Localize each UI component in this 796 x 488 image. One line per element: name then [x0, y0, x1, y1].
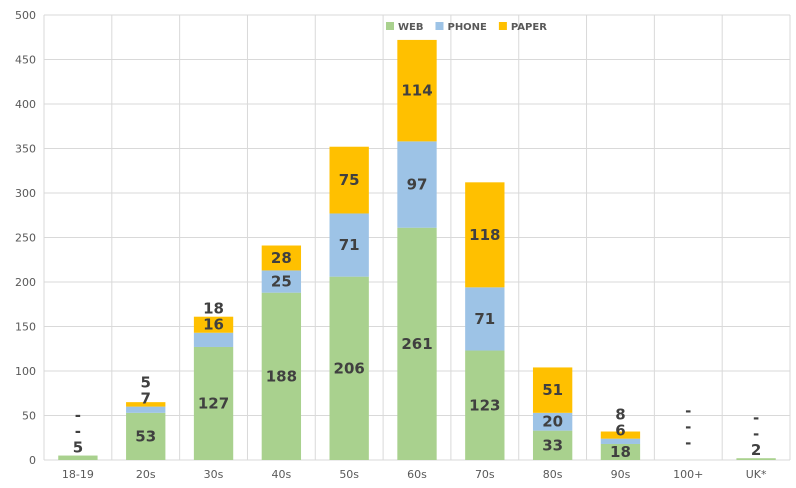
data-label-web-60s: 261: [401, 335, 432, 353]
data-label-phone-30s: 16: [203, 316, 224, 334]
legend-label-phone: PHONE: [447, 22, 487, 33]
bar-phone-70s: [465, 287, 505, 351]
data-label-phone-60s: 97: [407, 176, 428, 194]
bar-web-80s: [532, 430, 573, 460]
data-label-paper-20s: 5: [141, 374, 151, 392]
x-tick-label: 100+: [673, 468, 703, 481]
data-label-web-20s: 53: [135, 427, 156, 445]
data-label-paper-40s: 28: [271, 249, 292, 267]
data-label-paper-100+: -: [685, 402, 691, 420]
x-tick-label: 40s: [271, 468, 291, 481]
data-label-paper-90s: 8: [615, 406, 625, 424]
bar-paper-30s: [193, 316, 234, 333]
bar-web-20s: [126, 412, 166, 460]
data-label-phone-90s: 6: [615, 422, 625, 440]
legend-swatch-phone: [435, 22, 444, 30]
y-tick-label: 400: [15, 98, 36, 111]
x-tick-label: 60s: [407, 468, 427, 481]
bar-phone-60s: [397, 141, 437, 228]
bars: [58, 39, 776, 460]
bar-web-50s: [329, 276, 369, 460]
y-tick-label: 0: [29, 454, 36, 467]
data-label-web-50s: 206: [334, 359, 365, 377]
bar-phone-80s: [532, 412, 573, 431]
y-tick-label: 500: [15, 9, 36, 22]
y-tick-label: 350: [15, 143, 36, 156]
data-label-phone-50s: 71: [339, 236, 360, 254]
bar-paper-80s: [532, 367, 573, 413]
data-label-phone-UK*: -: [753, 425, 759, 443]
bar-paper-90s: [600, 431, 641, 439]
data-label-web-UK*: 2: [751, 441, 761, 459]
x-tick-label: 30s: [204, 468, 224, 481]
legend-swatch-web: [386, 22, 394, 30]
data-label-web-18-19: 5: [73, 439, 83, 457]
data-label-paper-70s: 118: [469, 226, 500, 244]
data-label-paper-80s: 51: [542, 381, 563, 399]
data-label-web-80s: 33: [542, 436, 563, 454]
data-label-web-40s: 188: [266, 367, 297, 385]
bar-phone-50s: [329, 213, 369, 277]
bar-phone-40s: [261, 270, 302, 293]
x-axis: 18-19 20s 30s 40s 50s 60s 70s 80s 90s 100+ UK*: [62, 468, 767, 481]
data-label-web-30s: 127: [198, 394, 229, 412]
data-label-paper-50s: 75: [339, 171, 360, 189]
bar-web-30s: [193, 346, 234, 460]
bar-paper-60s: [397, 39, 437, 142]
x-tick-label: 90s: [611, 468, 631, 481]
x-tick-label: 18-19: [62, 468, 94, 481]
y-axis: 0 50 100 150 200 250 300 350 400 450 500: [15, 9, 36, 467]
bar-web-40s: [261, 292, 302, 460]
x-tick-label: UK*: [746, 468, 767, 481]
y-tick-label: 150: [15, 321, 36, 334]
data-label-paper-30s: 18: [203, 300, 224, 318]
y-tick-label: 450: [15, 54, 36, 67]
y-tick-label: 200: [15, 276, 36, 289]
bar-web-UK*: [736, 458, 776, 460]
bar-paper-50s: [329, 146, 369, 214]
x-tick-label: 70s: [475, 468, 495, 481]
y-tick-label: 300: [15, 187, 36, 200]
data-label-phone-80s: 20: [542, 413, 563, 431]
bar-web-60s: [397, 227, 437, 460]
data-label-paper-60s: 114: [401, 82, 432, 100]
data-label-phone-100+: -: [685, 418, 691, 436]
x-tick-label: 50s: [339, 468, 359, 481]
legend-label-paper: PAPER: [511, 22, 547, 33]
bar-phone-20s: [126, 406, 166, 413]
x-tick-label: 80s: [543, 468, 563, 481]
data-label-phone-40s: 25: [271, 273, 292, 291]
bar-paper-70s: [465, 182, 505, 288]
bar-web-18-19: [58, 455, 98, 460]
data-labels: 5--5375127161818825282067175261971141237…: [73, 82, 762, 461]
y-tick-label: 250: [15, 232, 36, 245]
bar-phone-90s: [600, 438, 641, 444]
bar-phone-30s: [193, 332, 234, 347]
y-tick-label: 100: [15, 365, 36, 378]
bar-paper-20s: [126, 402, 166, 407]
data-label-web-70s: 123: [469, 396, 500, 414]
bar-paper-40s: [261, 245, 302, 271]
data-label-paper-UK*: -: [753, 409, 759, 427]
data-label-phone-70s: 71: [474, 310, 495, 328]
bar-web-90s: [600, 443, 641, 460]
bar-web-70s: [465, 350, 505, 460]
data-label-phone-18-19: -: [75, 423, 81, 441]
x-tick-label: 20s: [136, 468, 156, 481]
legend: WEB PHONE PAPER: [386, 22, 547, 33]
data-label-phone-20s: 7: [141, 390, 151, 408]
data-label-web-100+: -: [685, 434, 691, 452]
y-tick-label: 50: [22, 410, 36, 423]
legend-label-web: WEB: [398, 22, 423, 33]
data-label-web-90s: 18: [610, 443, 631, 461]
data-label-paper-18-19: -: [75, 407, 81, 425]
legend-swatch-paper: [498, 22, 507, 30]
grid-lines: [43, 14, 791, 461]
